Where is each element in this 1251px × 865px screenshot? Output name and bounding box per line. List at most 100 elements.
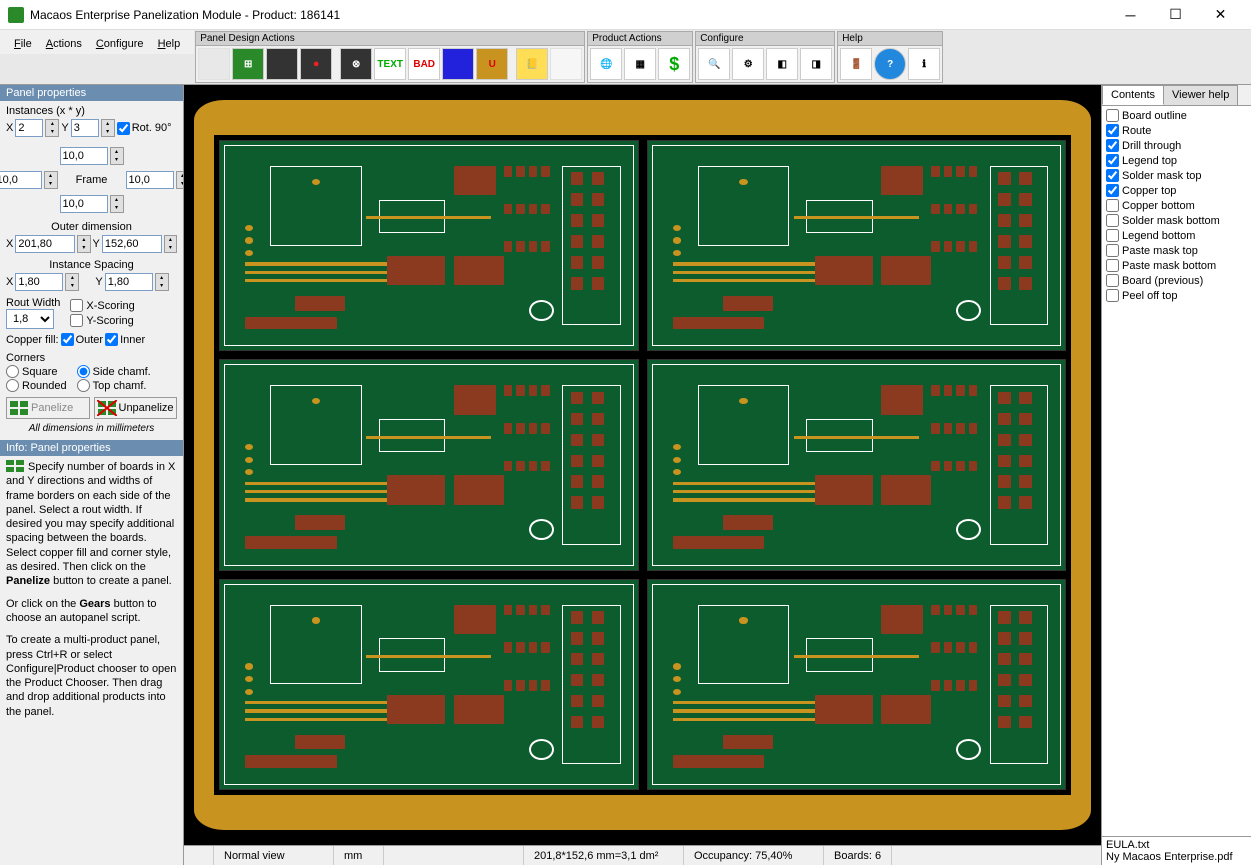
layer-item[interactable]: Route xyxy=(1104,123,1249,138)
tb-globe-icon[interactable]: 🌐 xyxy=(590,48,622,80)
corner-side-chamf-radio[interactable] xyxy=(77,365,90,378)
menu-file[interactable]: File xyxy=(8,36,38,52)
layer-item[interactable]: Paste mask bottom xyxy=(1104,258,1249,273)
layer-item[interactable]: Board outline xyxy=(1104,108,1249,123)
spinner[interactable]: ▴▾ xyxy=(164,235,177,253)
rout-width-select[interactable]: 1,8 xyxy=(6,309,54,329)
right-panel: Contents Viewer help Board outlineRouteD… xyxy=(1101,85,1251,865)
tab-contents[interactable]: Contents xyxy=(1102,85,1164,105)
minimize-button[interactable]: ─ xyxy=(1108,1,1153,29)
left-panel: Panel properties Instances (x * y) X ▴▾ … xyxy=(0,85,184,865)
spinner[interactable]: ▴▾ xyxy=(176,171,185,189)
inner-fill-checkbox[interactable] xyxy=(105,333,118,346)
frame-bottom-input[interactable] xyxy=(60,195,108,213)
spinner[interactable]: ▴▾ xyxy=(110,147,124,165)
pcb-instance xyxy=(219,359,639,570)
menubar: File Actions Configure Help xyxy=(0,30,194,54)
corner-top-chamf-radio[interactable] xyxy=(77,379,90,392)
layer-checkbox[interactable] xyxy=(1106,229,1119,242)
info-header: Info: Panel properties xyxy=(0,440,183,456)
y-scoring-checkbox[interactable] xyxy=(70,314,83,327)
menu-configure[interactable]: Configure xyxy=(90,36,150,52)
pcb-area[interactable] xyxy=(184,85,1101,845)
tb-icon-3[interactable] xyxy=(266,48,298,80)
tb-help-icon[interactable]: ? xyxy=(874,48,906,80)
tb-icon-11[interactable] xyxy=(550,48,582,80)
file-item[interactable]: EULA.txt xyxy=(1106,839,1247,851)
corner-rounded-radio[interactable] xyxy=(6,379,19,392)
outer-y-input[interactable] xyxy=(102,235,162,253)
tb-bad-icon[interactable]: BAD xyxy=(408,48,440,80)
panel-props-header: Panel properties xyxy=(0,85,183,101)
tb-icon-1[interactable] xyxy=(198,48,230,80)
spacing-x-input[interactable] xyxy=(15,273,63,291)
outer-x-input[interactable] xyxy=(15,235,75,253)
layer-item[interactable]: Legend bottom xyxy=(1104,228,1249,243)
rot90-checkbox[interactable] xyxy=(117,122,130,135)
layer-checkbox[interactable] xyxy=(1106,289,1119,302)
layer-name: Paste mask top xyxy=(1122,245,1198,257)
layer-item[interactable]: Legend top xyxy=(1104,153,1249,168)
pcb-instance xyxy=(647,359,1067,570)
layer-checkbox[interactable] xyxy=(1106,274,1119,287)
tb-grid-icon[interactable]: ▦ xyxy=(624,48,656,80)
tb-search-icon[interactable]: 🔍 xyxy=(698,48,730,80)
layer-item[interactable]: Copper top xyxy=(1104,183,1249,198)
corner-square-radio[interactable] xyxy=(6,365,19,378)
layer-checkbox[interactable] xyxy=(1106,244,1119,257)
tb-gears-icon[interactable]: ⚙ xyxy=(732,48,764,80)
titlebar: Macaos Enterprise Panelization Module - … xyxy=(0,0,1251,30)
tb-icon-8[interactable] xyxy=(442,48,474,80)
layer-item[interactable]: Solder mask bottom xyxy=(1104,213,1249,228)
unpanelize-button[interactable]: Unpanelize xyxy=(94,397,178,419)
tb-exit-icon[interactable]: 🚪 xyxy=(840,48,872,80)
tb-icon-9[interactable]: U xyxy=(476,48,508,80)
tb-icon-4[interactable]: ● xyxy=(300,48,332,80)
layer-checkbox[interactable] xyxy=(1106,154,1119,167)
instances-y-input[interactable] xyxy=(71,119,99,137)
layer-item[interactable]: Peel off top xyxy=(1104,288,1249,303)
close-button[interactable]: ✕ xyxy=(1198,1,1243,29)
layer-checkbox[interactable] xyxy=(1106,109,1119,122)
layer-item[interactable]: Copper bottom xyxy=(1104,198,1249,213)
spinner[interactable]: ▴▾ xyxy=(65,273,79,291)
maximize-button[interactable]: ☐ xyxy=(1153,1,1198,29)
spinner[interactable]: ▴▾ xyxy=(110,195,124,213)
layer-item[interactable]: Drill through xyxy=(1104,138,1249,153)
panelize-button[interactable]: Panelize xyxy=(6,397,90,419)
tb-about-icon[interactable]: ℹ xyxy=(908,48,940,80)
spinner[interactable]: ▴▾ xyxy=(77,235,90,253)
tb-layout1-icon[interactable]: ◧ xyxy=(766,48,798,80)
layer-checkbox[interactable] xyxy=(1106,214,1119,227)
tb-icon-5[interactable]: ⊗ xyxy=(340,48,372,80)
spinner[interactable]: ▴▾ xyxy=(155,273,169,291)
spinner[interactable]: ▴▾ xyxy=(44,171,58,189)
instances-x-input[interactable] xyxy=(15,119,43,137)
outer-fill-checkbox[interactable] xyxy=(61,333,74,346)
layer-item[interactable]: Solder mask top xyxy=(1104,168,1249,183)
layer-checkbox[interactable] xyxy=(1106,199,1119,212)
frame-top-input[interactable] xyxy=(60,147,108,165)
frame-left-input[interactable] xyxy=(0,171,42,189)
spacing-y-input[interactable] xyxy=(105,273,153,291)
tb-text-icon[interactable]: TEXT xyxy=(374,48,406,80)
spinner[interactable]: ▴▾ xyxy=(101,119,115,137)
tb-panelize-icon[interactable]: ⊞ xyxy=(232,48,264,80)
layer-checkbox[interactable] xyxy=(1106,169,1119,182)
spinner[interactable]: ▴▾ xyxy=(45,119,59,137)
menu-actions[interactable]: Actions xyxy=(40,36,88,52)
layer-checkbox[interactable] xyxy=(1106,259,1119,272)
layer-checkbox[interactable] xyxy=(1106,124,1119,137)
tb-cost-icon[interactable]: $ xyxy=(658,48,690,80)
tab-viewer-help[interactable]: Viewer help xyxy=(1163,85,1238,105)
tb-layout2-icon[interactable]: ◨ xyxy=(800,48,832,80)
layer-checkbox[interactable] xyxy=(1106,139,1119,152)
layer-item[interactable]: Board (previous) xyxy=(1104,273,1249,288)
x-scoring-checkbox[interactable] xyxy=(70,299,83,312)
menu-help[interactable]: Help xyxy=(152,36,187,52)
layer-item[interactable]: Paste mask top xyxy=(1104,243,1249,258)
tb-notes-icon[interactable]: 📒 xyxy=(516,48,548,80)
file-item[interactable]: Ny Macaos Enterprise.pdf xyxy=(1106,851,1247,863)
frame-right-input[interactable] xyxy=(126,171,174,189)
layer-checkbox[interactable] xyxy=(1106,184,1119,197)
